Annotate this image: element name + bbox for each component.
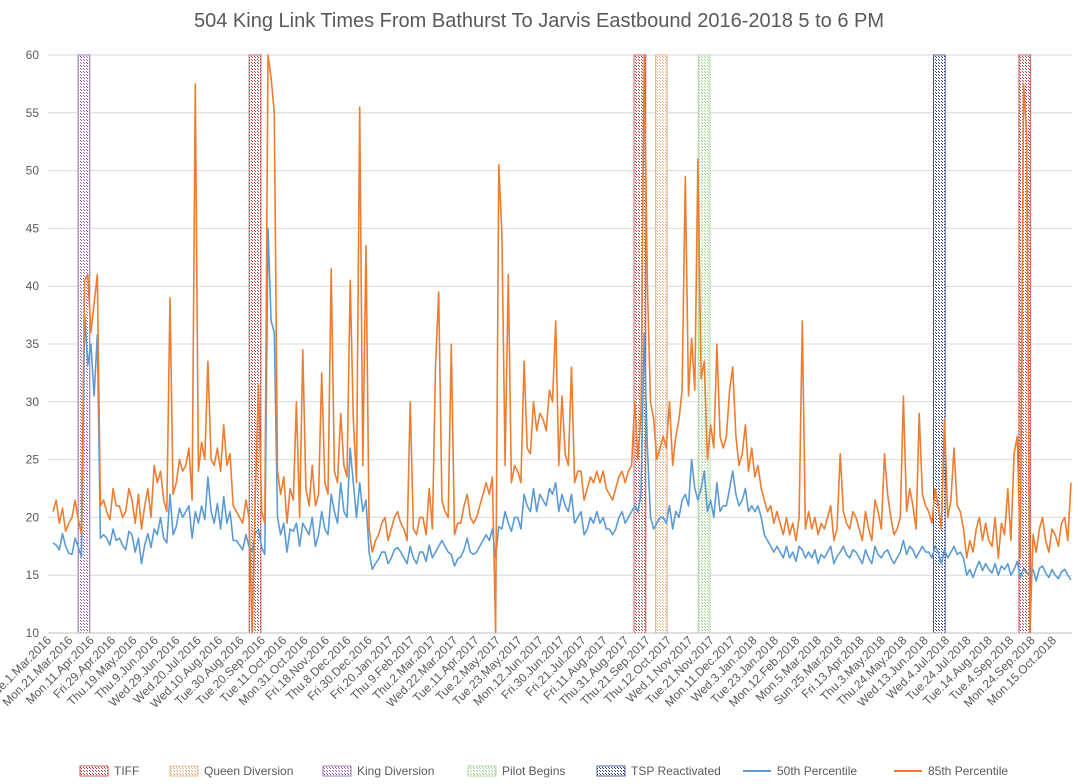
legend-swatch xyxy=(596,765,626,777)
legend-label: King Diversion xyxy=(357,764,434,778)
y-axis: 10 15 20 25 30 35 40 45 50 55 60 xyxy=(26,48,40,640)
series-line-50th-percentile xyxy=(52,227,1072,582)
chart-title: 504 King Link Times From Bathurst To Jar… xyxy=(194,10,884,32)
series-lines xyxy=(52,54,1072,634)
legend-item-queen-diversion: Queen Diversion xyxy=(169,764,293,778)
y-tick-label: 40 xyxy=(26,279,40,293)
legend-item-tiff: TIFF xyxy=(79,764,139,778)
legend-label: TSP Reactivated xyxy=(631,764,721,778)
y-tick-label: 55 xyxy=(26,106,40,120)
y-tick-label: 50 xyxy=(26,164,40,178)
legend-swatch xyxy=(322,765,352,777)
legend-label: Queen Diversion xyxy=(204,764,293,778)
y-tick-label: 25 xyxy=(26,453,40,467)
y-tick-label: 20 xyxy=(26,510,40,524)
legend-label: 50th Percentile xyxy=(777,764,857,778)
gridlines xyxy=(48,54,1072,634)
legend-swatch xyxy=(467,765,497,777)
y-tick-label: 35 xyxy=(26,337,40,351)
x-axis: Tue.1.Mar.2016Mon.21.Mar.2016Mon.11.Apr.… xyxy=(0,632,1072,711)
y-tick-label: 30 xyxy=(26,395,40,409)
legend-item-50th-percentile: 50th Percentile xyxy=(743,764,857,778)
y-tick-label: 45 xyxy=(26,221,40,235)
legend-label: TIFF xyxy=(114,764,139,778)
y-tick-label: 60 xyxy=(26,48,40,62)
y-tick-label: 15 xyxy=(26,568,40,582)
legend-item-pilot-begins: Pilot Begins xyxy=(467,764,565,778)
legend-swatch xyxy=(169,765,199,777)
legend: TIFF Queen Diversion King Diversion Pilot B… xyxy=(79,764,1008,778)
band-queen-diversion xyxy=(655,54,668,634)
band-tiff xyxy=(248,54,262,634)
legend-item-king-diversion: King Diversion xyxy=(322,764,434,778)
legend-label: 85th Percentile xyxy=(928,764,1008,778)
legend-item-tsp-reactivated: TSP Reactivated xyxy=(596,764,721,778)
y-tick-label: 10 xyxy=(26,626,40,640)
series-line-85th-percentile xyxy=(52,54,1072,634)
legend-label: Pilot Begins xyxy=(502,764,565,778)
legend-item-85th-percentile: 85th Percentile xyxy=(894,764,1008,778)
legend-swatch xyxy=(79,765,109,777)
